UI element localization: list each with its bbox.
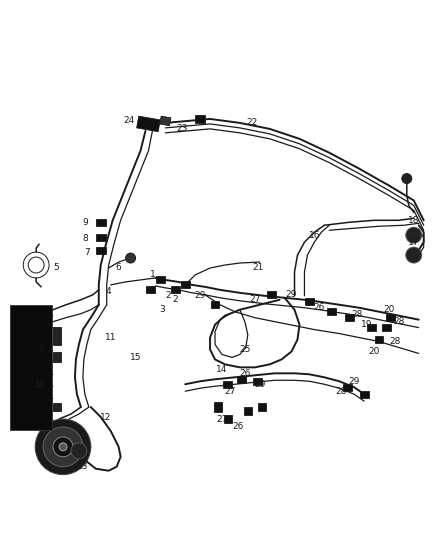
Bar [382,324,392,331]
Text: 21: 21 [252,263,263,272]
Circle shape [71,443,87,459]
Bar [156,277,165,284]
Bar [267,292,276,298]
Text: 15: 15 [130,353,141,362]
Text: 26: 26 [314,303,325,312]
Bar [223,381,233,387]
Text: 28: 28 [389,337,401,346]
Text: 6: 6 [38,345,44,354]
Text: 12: 12 [100,413,111,422]
Text: 28: 28 [393,317,405,326]
Text: 6: 6 [116,263,121,272]
Bar [386,314,396,321]
Bar [160,116,171,126]
Text: 16: 16 [309,231,320,240]
Circle shape [59,443,67,451]
Bar [53,352,61,362]
Text: 23: 23 [177,124,188,133]
Text: 29: 29 [349,377,360,386]
Circle shape [126,253,135,263]
Text: 9: 9 [82,218,88,227]
Text: 1: 1 [149,270,155,279]
Text: 22: 22 [246,118,258,127]
Text: 20: 20 [368,347,380,356]
Bar [345,314,353,321]
Bar [258,403,266,411]
Text: 13: 13 [77,462,88,471]
Bar [327,308,336,315]
Bar [253,378,262,385]
Bar [374,336,383,343]
Bar [343,384,352,391]
Text: 7: 7 [84,248,90,256]
Text: 26: 26 [232,423,244,432]
Bar [224,415,232,423]
Bar [137,116,160,132]
Circle shape [35,419,91,475]
Bar [237,376,246,383]
Text: 27: 27 [216,415,228,424]
Text: 11: 11 [105,333,117,342]
Text: 17: 17 [408,238,420,247]
Text: 4: 4 [106,287,112,296]
Text: 25: 25 [239,345,251,354]
Text: 18: 18 [408,216,420,225]
Circle shape [406,247,422,263]
Text: 29: 29 [254,379,265,389]
Bar [214,402,222,412]
Text: 2: 2 [173,295,178,304]
Bar [96,233,106,241]
Text: 29: 29 [194,292,206,300]
Bar [96,219,106,226]
Text: 28: 28 [336,387,347,395]
Bar [53,327,61,344]
Text: 27: 27 [249,295,261,304]
Bar [367,324,375,331]
Text: 20: 20 [383,305,395,314]
Circle shape [43,427,83,467]
Text: 19: 19 [361,320,373,329]
Bar [11,305,52,430]
Text: 27: 27 [224,387,236,395]
Bar [360,391,368,398]
Bar [181,281,190,288]
Bar [195,115,205,123]
Circle shape [53,437,73,457]
Bar [244,407,252,415]
Text: 26: 26 [239,369,251,378]
Bar [146,286,155,293]
Text: 2: 2 [166,292,171,300]
Circle shape [406,227,422,243]
Text: 3: 3 [159,305,165,314]
Bar [171,286,180,293]
Text: 24: 24 [123,116,134,125]
Text: 14: 14 [216,365,228,374]
Text: 5: 5 [53,263,59,272]
Circle shape [402,174,412,183]
Bar [211,301,219,308]
Text: 10: 10 [35,379,47,389]
Text: 28: 28 [351,310,363,319]
Text: 8: 8 [82,233,88,243]
Bar [305,298,314,305]
Bar [53,403,61,411]
Bar [96,247,106,254]
Text: 29: 29 [286,290,297,300]
